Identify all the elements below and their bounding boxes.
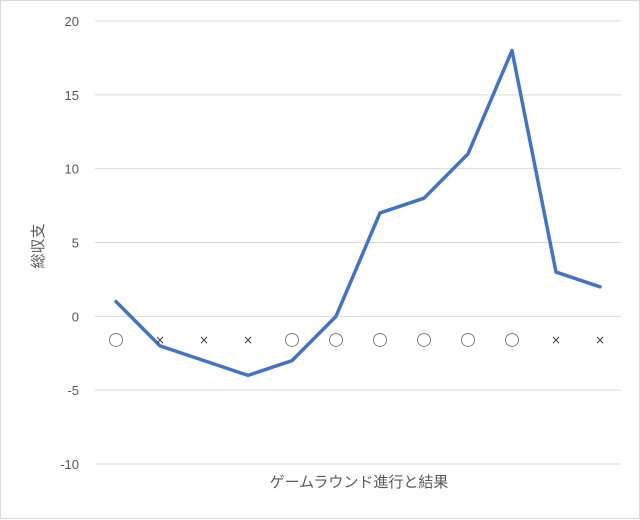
y-tick-label: 15 <box>65 88 79 103</box>
round-win-marker <box>329 332 343 347</box>
round-loss-marker: × <box>155 333 165 347</box>
y-axis-title: 総収支 <box>29 223 47 268</box>
round-loss-marker: × <box>595 333 605 347</box>
x-axis-title: ゲームラウンド進行と結果 <box>270 473 449 491</box>
series-line-layer <box>114 48 602 378</box>
round-win-marker <box>109 332 123 347</box>
round-result-markers: × × × × × <box>109 332 605 347</box>
round-win-marker <box>461 332 475 347</box>
y-tick-label: -10 <box>60 457 79 472</box>
series-line <box>114 48 602 378</box>
gridlines <box>95 20 621 465</box>
y-tick-label: -5 <box>67 383 79 398</box>
round-win-marker <box>285 332 299 347</box>
y-tick-label: 5 <box>72 236 79 251</box>
round-loss-marker: × <box>199 333 209 347</box>
y-tick-label: 10 <box>65 162 79 177</box>
round-loss-marker: × <box>551 333 561 347</box>
round-win-marker <box>505 332 519 347</box>
round-win-marker <box>417 332 431 347</box>
y-tick-label: 20 <box>65 14 79 29</box>
y-tick-label: 0 <box>72 309 79 324</box>
round-win-marker <box>373 332 387 347</box>
round-loss-marker: × <box>243 333 253 347</box>
y-tick-labels: -10 -5 0 5 10 15 20 <box>60 14 79 472</box>
